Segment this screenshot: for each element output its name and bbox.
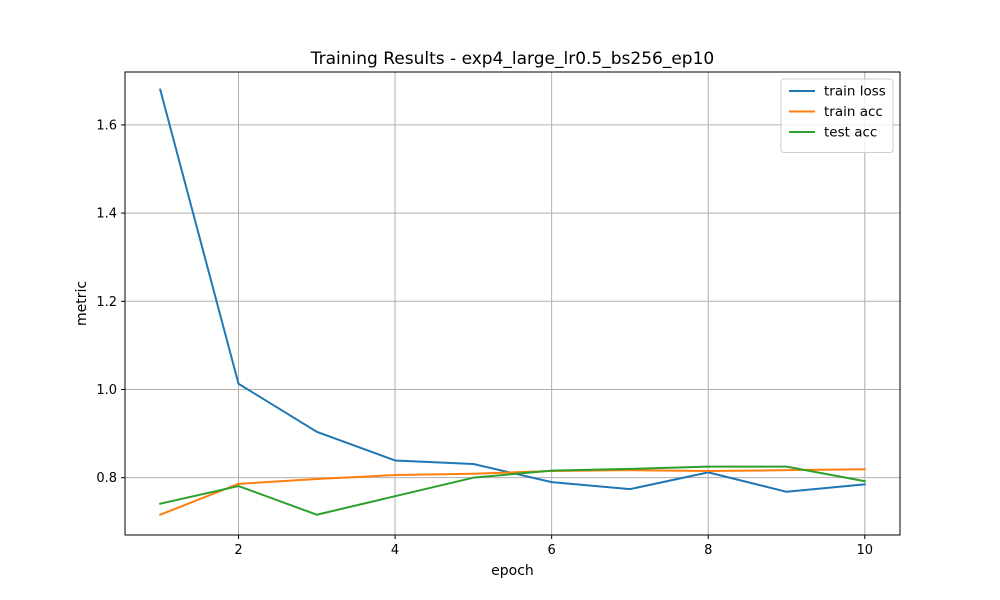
y-tick-label: 1.2 <box>96 295 117 310</box>
x-axis-label: epoch <box>491 563 534 579</box>
series-line-test-acc <box>159 465 866 516</box>
y-tick-label: 1.6 <box>96 118 117 133</box>
chart-title: Training Results - exp4_large_lr0.5_bs25… <box>310 49 714 69</box>
y-tick-label: 1.0 <box>96 383 117 398</box>
y-axis-label: metric <box>74 281 90 326</box>
series-line-train-acc <box>158 468 866 517</box>
x-tick-label: 2 <box>234 543 242 558</box>
x-tick-label: 10 <box>856 543 873 558</box>
legend-label-train-acc: train acc <box>824 104 883 120</box>
x-tick-label: 4 <box>391 543 399 558</box>
x-tick-label: 6 <box>548 543 556 558</box>
grid <box>125 72 900 535</box>
x-tick-label: 8 <box>704 543 712 558</box>
y-tick-label: 1.4 <box>96 207 117 222</box>
legend: train loss train acc test acc <box>780 78 894 153</box>
legend-label-train-loss: train loss <box>824 84 886 100</box>
plot-area-frame <box>124 71 901 536</box>
axes-ticks: 2 4 6 8 10 0.8 1.0 1.2 1.4 1.6 <box>96 118 873 558</box>
legend-label-test-acc: test acc <box>824 125 877 141</box>
series-layer <box>158 88 866 517</box>
y-tick-label: 0.8 <box>96 471 117 486</box>
legend-box <box>780 78 894 153</box>
